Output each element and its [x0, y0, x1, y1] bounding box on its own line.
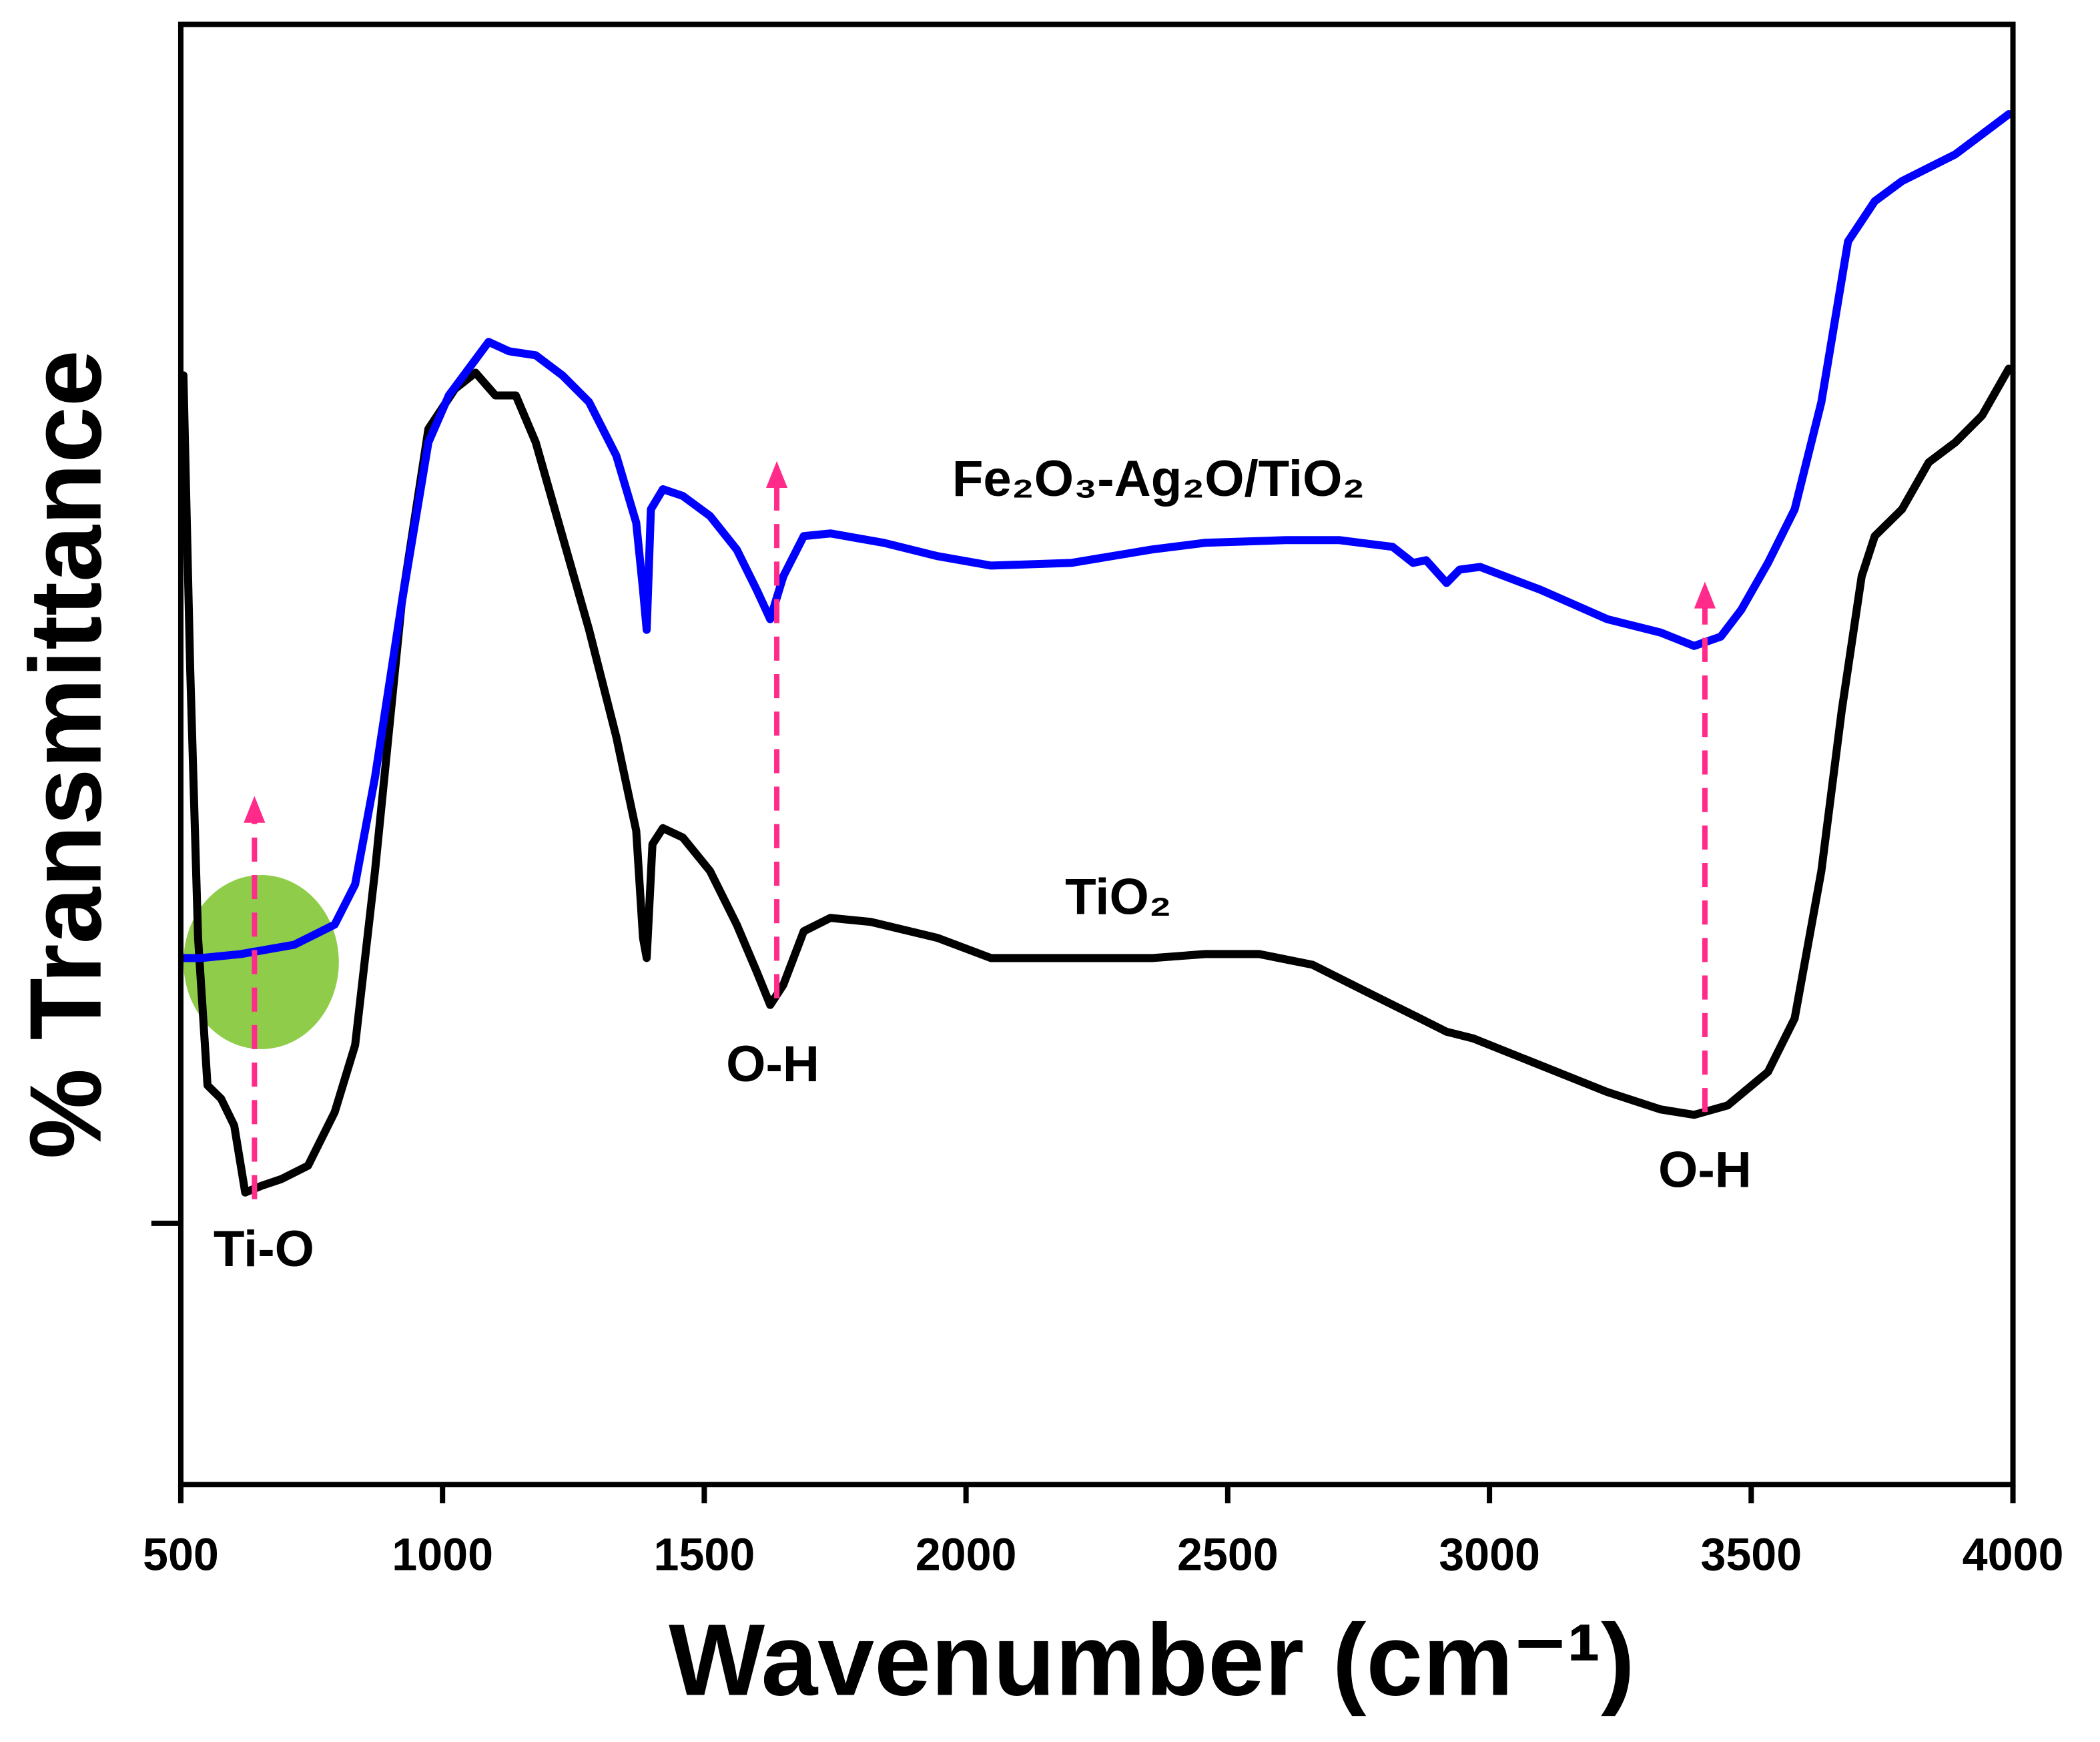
- x-tick-label: 4000: [1963, 1530, 2064, 1580]
- series-line: [179, 364, 2013, 1197]
- arrow-head: [244, 796, 266, 823]
- annotation: O-H: [1658, 1142, 1752, 1199]
- annotation: Ti-O: [214, 1221, 314, 1277]
- highlight-circle: [183, 875, 339, 1049]
- x-tick-label: 2500: [1177, 1530, 1279, 1580]
- x-tick-label: 500: [143, 1530, 219, 1580]
- plot-area: [179, 110, 2013, 1197]
- x-tick-label: 2000: [916, 1530, 1017, 1580]
- arrow-heads: [244, 461, 1716, 823]
- x-tick-label: 1500: [654, 1530, 755, 1580]
- arrow-head: [766, 461, 788, 488]
- x-tick-label: 3000: [1439, 1530, 1540, 1580]
- arrow-head: [1694, 581, 1716, 609]
- arrows: [252, 485, 1708, 1199]
- x-tick-label: 3500: [1700, 1530, 1802, 1580]
- series-line: [179, 110, 2013, 962]
- x-tick-label: 1000: [392, 1530, 493, 1580]
- annotation: O-H: [726, 1036, 819, 1093]
- series-label: Fe₂O₃-Ag₂O/TiO₂: [952, 451, 1365, 507]
- series-label: TiO₂: [1065, 868, 1172, 925]
- x-axis-label: Wavenumber (cm⁻¹): [669, 1603, 1635, 1717]
- y-axis-label: % Transmittance: [9, 350, 123, 1159]
- plot-frame: [178, 21, 2016, 1488]
